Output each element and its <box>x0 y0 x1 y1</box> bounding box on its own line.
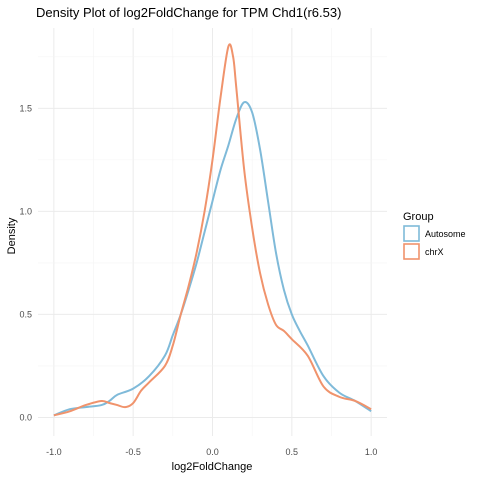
legend: Group Autosome chrX <box>403 211 466 260</box>
x-axis-ticks: -1.0 -0.5 0.0 0.5 1.0 <box>46 447 377 457</box>
x-tick-label: -0.5 <box>125 447 141 457</box>
y-axis-ticks: 0.0 0.5 1.0 1.5 <box>19 103 32 422</box>
series-layer <box>53 43 372 417</box>
y-tick-label: 0.5 <box>19 309 32 319</box>
legend-label-chrx: chrX <box>425 247 444 257</box>
x-tick-label: -1.0 <box>46 447 62 457</box>
y-tick-label: 1.0 <box>19 206 32 216</box>
chart-title: Density Plot of log2FoldChange for TPM C… <box>36 5 341 20</box>
x-tick-label: 1.0 <box>365 447 378 457</box>
x-tick-label: 0.0 <box>206 447 219 457</box>
y-tick-label: 0.0 <box>19 412 32 422</box>
legend-title: Group <box>403 211 434 223</box>
density-line-chrx <box>53 43 372 417</box>
x-axis-label: log2FoldChange <box>172 461 253 473</box>
y-tick-label: 1.5 <box>19 103 32 113</box>
density-line-autosome <box>53 101 372 417</box>
legend-key-autosome <box>403 225 420 242</box>
legend-label-autosome: Autosome <box>425 229 466 239</box>
y-axis-label: Density <box>6 217 18 254</box>
x-tick-label: 0.5 <box>286 447 299 457</box>
legend-key-chrx <box>403 243 420 260</box>
